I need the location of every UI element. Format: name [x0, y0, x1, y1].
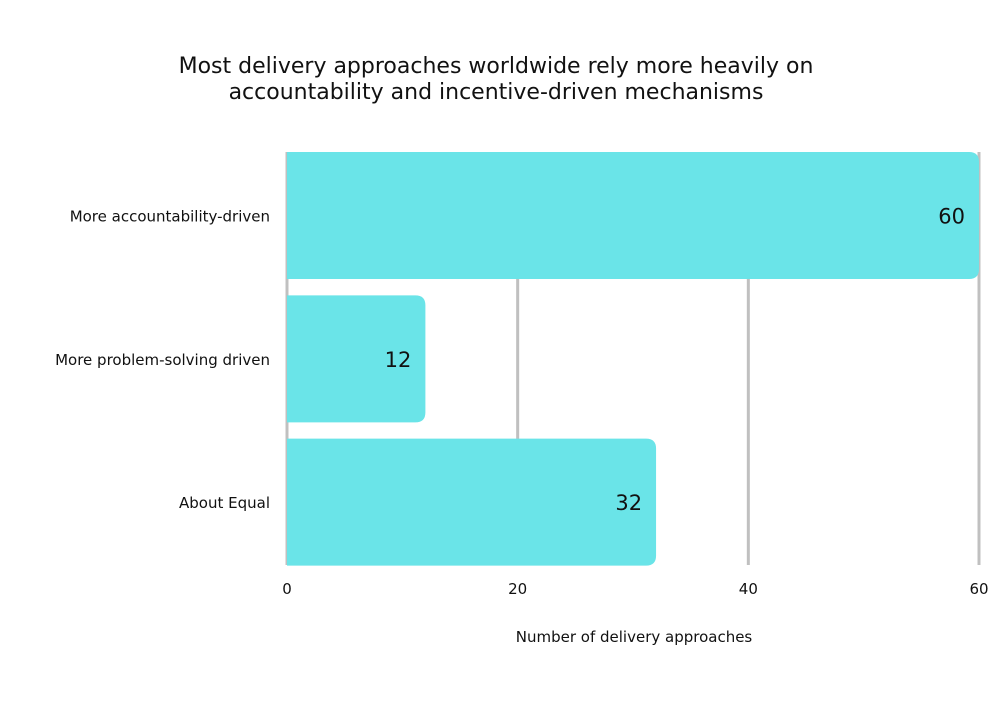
x-tick-label: 40 [739, 580, 758, 598]
x-tick-label: 20 [508, 580, 527, 598]
x-tick-label: 60 [969, 580, 988, 598]
x-tick-label: 0 [282, 580, 292, 598]
x-axis-label: Number of delivery approaches [516, 628, 753, 646]
chart-title-line-2: accountability and incentive-driven mech… [229, 80, 764, 105]
chart-title-line-1: Most delivery approaches worldwide rely … [179, 54, 814, 79]
bar [287, 295, 426, 423]
category-label: About Equal [179, 494, 270, 512]
data-label: 60 [938, 205, 965, 229]
bar [287, 438, 657, 566]
data-label: 32 [615, 491, 642, 515]
data-label: 12 [385, 348, 412, 372]
category-label: More problem-solving driven [55, 351, 270, 369]
bar [287, 152, 979, 279]
category-label: More accountability-driven [70, 208, 270, 226]
